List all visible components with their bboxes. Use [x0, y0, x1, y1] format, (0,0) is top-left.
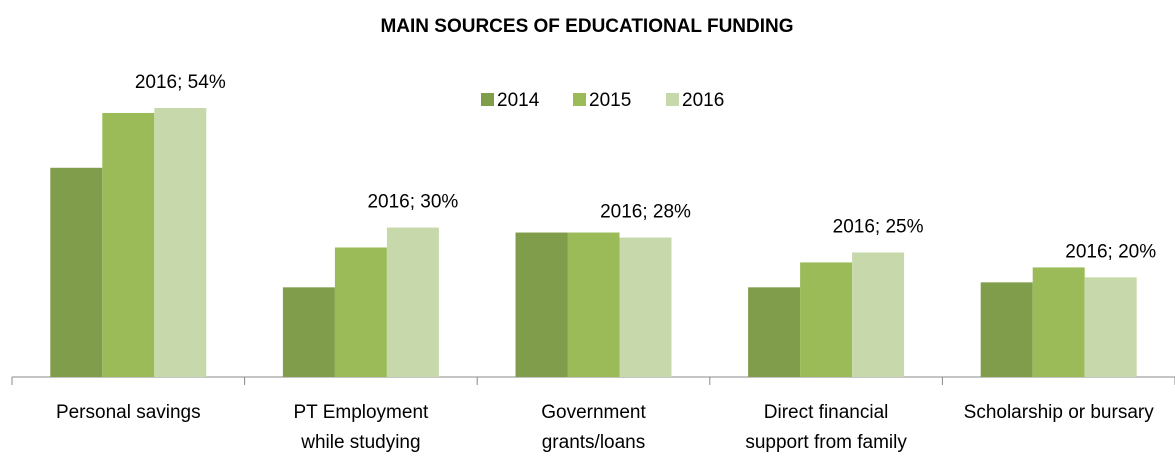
legend-swatch — [666, 93, 679, 106]
legend-swatch — [573, 93, 586, 106]
data-label: 2016; 20% — [1065, 241, 1156, 262]
bar — [154, 108, 207, 377]
x-tick-label: Personal savings — [55, 402, 201, 423]
bar — [1084, 277, 1137, 377]
bar — [50, 167, 103, 377]
bar — [980, 282, 1033, 377]
bar — [282, 287, 335, 377]
bar — [748, 287, 801, 377]
data-label: 2016; 25% — [833, 216, 924, 237]
data-label: 2016; 28% — [600, 202, 691, 223]
bar — [102, 112, 155, 378]
x-tick-label: Government grants/loans — [541, 402, 646, 453]
data-label: 2016; 54% — [135, 72, 226, 93]
data-label: 2016; 30% — [367, 192, 458, 213]
bar — [515, 232, 568, 377]
bar — [619, 237, 672, 377]
bar — [1032, 267, 1085, 377]
x-tick-label: PT Employment while studying — [293, 402, 429, 453]
bar — [800, 262, 853, 377]
legend-label: 2014 — [497, 90, 540, 111]
legend-label: 2016 — [682, 90, 724, 111]
x-tick-label: Scholarship or bursary — [963, 402, 1154, 423]
bar — [852, 252, 905, 377]
legend-swatch — [481, 93, 494, 106]
bar — [334, 247, 387, 377]
x-tick-label: Direct financial support from family — [745, 402, 907, 453]
chart-title: MAIN SOURCES OF EDUCATIONAL FUNDING — [380, 16, 793, 37]
bar — [386, 227, 439, 377]
bar — [567, 232, 620, 377]
legend-label: 2015 — [589, 90, 631, 111]
